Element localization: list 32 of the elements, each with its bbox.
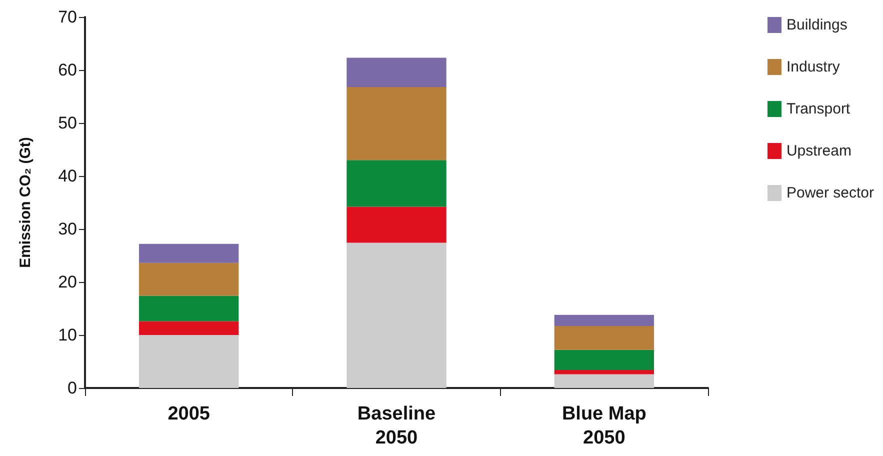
legend-label: Industry bbox=[786, 58, 840, 76]
bar bbox=[554, 374, 654, 388]
y-tick-label: 30 bbox=[58, 220, 77, 238]
bar bbox=[554, 326, 654, 350]
bar bbox=[554, 370, 654, 374]
legend-label: Transport bbox=[786, 100, 851, 118]
y-tick-label: 20 bbox=[58, 272, 77, 292]
legend-label: Upstream bbox=[786, 142, 852, 160]
bar bbox=[138, 335, 239, 388]
bar bbox=[554, 350, 654, 370]
y-axis-title: Emission CO₂ (Gt) bbox=[17, 137, 34, 268]
bar bbox=[138, 244, 239, 263]
bar bbox=[346, 160, 446, 207]
bar bbox=[346, 242, 446, 388]
bar bbox=[138, 296, 239, 322]
bar bbox=[346, 58, 446, 87]
legend-label: Power sector bbox=[786, 184, 874, 202]
bar bbox=[138, 321, 239, 335]
y-tick-label: 10 bbox=[58, 326, 77, 344]
y-tick-label: 50 bbox=[58, 114, 77, 132]
legend-label: Buildings bbox=[786, 16, 848, 34]
x-tick-label: Blue Map 2050 bbox=[562, 404, 646, 448]
bar bbox=[346, 86, 446, 160]
y-tick-label: 60 bbox=[58, 60, 77, 80]
x-tick-label: Baseline 2050 bbox=[357, 404, 436, 448]
bar bbox=[346, 206, 446, 243]
bar bbox=[554, 314, 654, 326]
y-tick-label: 70 bbox=[58, 8, 77, 26]
x-tick-label: 2005 bbox=[168, 404, 210, 424]
y-tick-label: 40 bbox=[58, 166, 77, 186]
y-tick-label: 0 bbox=[68, 378, 77, 398]
bar bbox=[138, 262, 239, 296]
